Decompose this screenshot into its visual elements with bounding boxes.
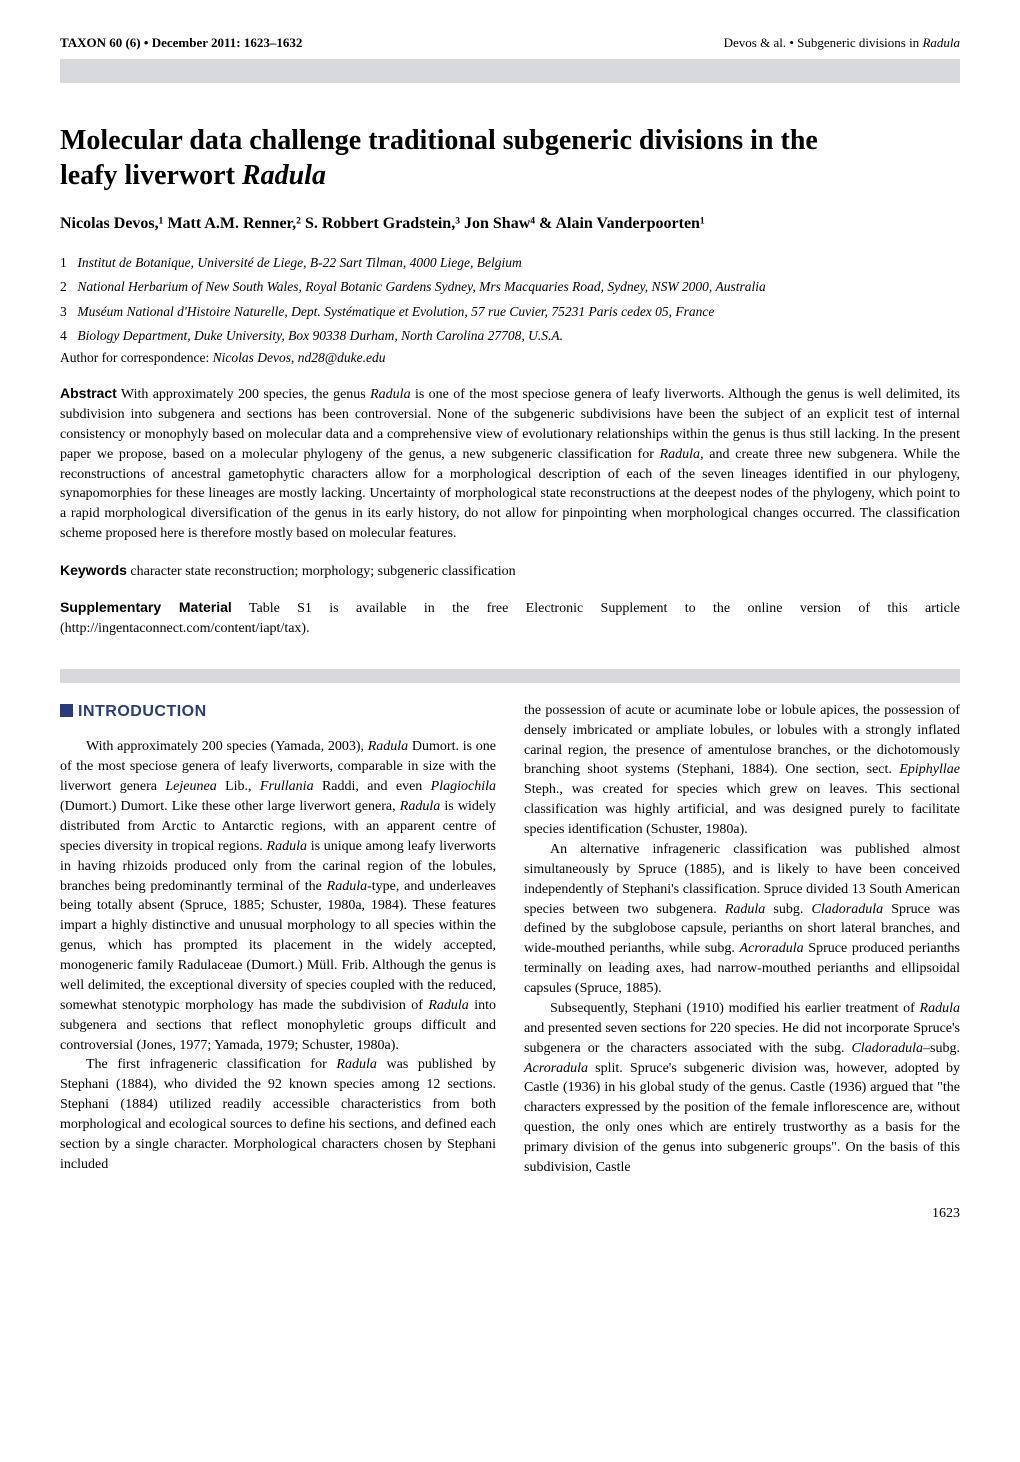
body-paragraph: The first infrageneric classification fo… [60, 1055, 496, 1174]
running-header: TAXON 60 (6) • December 2011: 1623–1632 … [60, 35, 960, 51]
page-number: 1623 [60, 1206, 960, 1222]
title-genus: Radula [242, 160, 326, 191]
title-line1: Molecular data challenge traditional sub… [60, 125, 818, 156]
affil-num: 4 [60, 326, 74, 346]
article-title: Molecular data challenge traditional sub… [60, 123, 960, 193]
affiliation-1: 1 Institut de Botanique, Université de L… [60, 253, 960, 273]
body-paragraph: An alternative infrageneric classificati… [524, 840, 960, 999]
journal-issue: TAXON 60 (6) • December 2011: 1623–1632 [60, 35, 302, 51]
column-left: INTRODUCTION With approximately 200 spec… [60, 701, 496, 1178]
column-right: the possession of acute or acuminate lob… [524, 701, 960, 1178]
keywords-label: Keywords [60, 562, 127, 578]
heading-text: INTRODUCTION [78, 703, 207, 720]
keywords-text: character state reconstruction; morpholo… [127, 564, 516, 579]
supplementary-material: Supplementary Material Table S1 is avail… [60, 598, 960, 639]
body-columns: INTRODUCTION With approximately 200 spec… [60, 701, 960, 1178]
running-head-genus: Radula [922, 35, 960, 50]
affiliation-2: 2 National Herbarium of New South Wales,… [60, 277, 960, 297]
affil-text: National Herbarium of New South Wales, R… [77, 279, 765, 294]
header-separator-bar [60, 59, 960, 83]
section-heading-introduction: INTRODUCTION [60, 701, 496, 724]
body-paragraph: With approximately 200 species (Yamada, … [60, 737, 496, 1055]
correspondence-name-email: Nicolas Devos, nd28@duke.edu [213, 350, 386, 365]
abstract-label: Abstract [60, 385, 117, 401]
body-paragraph: Subsequently, Stephani (1910) modified h… [524, 999, 960, 1178]
title-line2-prefix: leafy liverwort [60, 160, 242, 191]
body-paragraph: the possession of acute or acuminate lob… [524, 701, 960, 840]
author-list: Nicolas Devos,¹ Matt A.M. Renner,² S. Ro… [60, 215, 960, 233]
affiliation-3: 3 Muséum National d'Histoire Naturelle, … [60, 302, 960, 322]
supp-label: Supplementary Material [60, 599, 232, 615]
corresponding-author: Author for correspondence: Nicolas Devos… [60, 350, 960, 366]
running-head-authors: Devos & al. • [724, 35, 798, 50]
abstract-genus-1: Radula [370, 387, 410, 402]
affil-text: Institut de Botanique, Université de Lie… [77, 255, 521, 270]
affil-num: 2 [60, 277, 74, 297]
keywords: Keywords character state reconstruction;… [60, 562, 960, 580]
affil-text: Biology Department, Duke University, Box… [77, 328, 563, 343]
affil-num: 3 [60, 302, 74, 322]
section-separator-bar [60, 669, 960, 683]
affiliations-block: 1 Institut de Botanique, Université de L… [60, 253, 960, 346]
abstract-genus-2: Radula [660, 447, 700, 462]
affiliation-4: 4 Biology Department, Duke University, B… [60, 326, 960, 346]
correspondence-prefix: Author for correspondence: [60, 350, 213, 365]
running-head-prefix: Subgeneric divisions in [797, 35, 922, 50]
abstract: Abstract With approximately 200 species,… [60, 384, 960, 544]
abstract-text-1: With approximately 200 species, the genu… [117, 387, 370, 402]
heading-square-icon [60, 704, 73, 717]
affil-text: Muséum National d'Histoire Naturelle, De… [77, 304, 714, 319]
running-head-right: Devos & al. • Subgeneric divisions in Ra… [724, 35, 960, 51]
affil-num: 1 [60, 253, 74, 273]
